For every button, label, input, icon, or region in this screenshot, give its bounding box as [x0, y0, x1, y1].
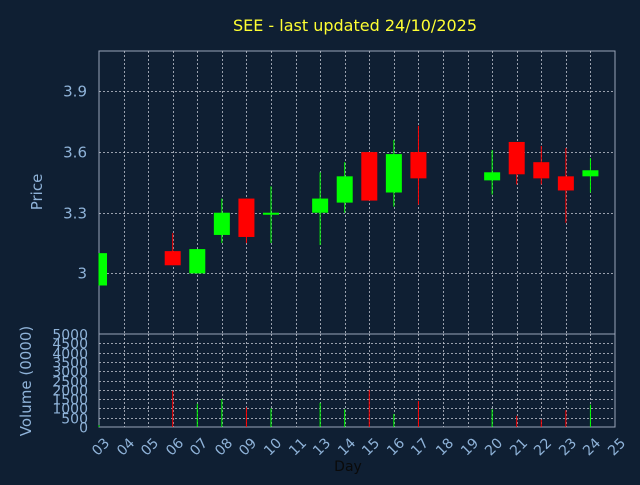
candle-body — [263, 212, 279, 215]
price-y-tick-label: 3.9 — [63, 83, 87, 101]
volume-y-tick-label: 3500 — [52, 356, 88, 372]
candle-body — [213, 212, 230, 235]
volume-bar — [344, 409, 346, 427]
volume-y-tick-label: 3000 — [52, 365, 88, 381]
volume-y-tick-label: 4000 — [52, 347, 88, 363]
volume-axis-label: Volume (0000) — [17, 326, 35, 436]
candle-body — [189, 249, 206, 274]
volume-y-tick-label: 4500 — [52, 337, 88, 353]
volume-y-tick-label: 1000 — [52, 402, 88, 418]
volume-y-tick-label: 2000 — [52, 384, 88, 400]
price-y-tick-label: 3.3 — [63, 205, 87, 223]
candle-body — [336, 176, 353, 203]
volume-bar — [565, 410, 567, 427]
volume-bar — [516, 415, 518, 427]
volume-y-tick-label: 5000 — [52, 328, 88, 344]
candle-body — [361, 152, 378, 201]
volume-bar — [98, 425, 100, 427]
price-plot-area — [98, 50, 616, 335]
candlesticks — [98, 125, 599, 286]
candle-body — [385, 154, 402, 193]
candle-body — [238, 198, 255, 237]
candle-body — [164, 251, 181, 266]
candle-body — [582, 170, 599, 177]
candle-body — [557, 176, 574, 191]
price-y-tick-label: 3.6 — [63, 144, 87, 162]
volume-bar — [319, 402, 321, 427]
candle-body — [484, 172, 501, 181]
volume-bar — [491, 409, 493, 427]
price-y-ticks: 3 3.3 3.6 3.9 — [63, 83, 87, 283]
candle-body — [312, 198, 329, 213]
volume-bar — [417, 400, 419, 427]
volume-bar — [540, 419, 542, 427]
volume-bar — [172, 390, 174, 427]
price-y-tick-label: 3 — [77, 265, 87, 283]
volume-bar — [393, 413, 395, 427]
volume-bar — [196, 403, 198, 427]
price-axis-label: Price — [28, 174, 46, 211]
volume-y-tick-label: 2500 — [52, 375, 88, 391]
volume-bar — [589, 404, 591, 427]
x-axis-label: Day — [334, 459, 362, 475]
volume-y-tick-label: 0 — [79, 421, 88, 437]
candle-body — [508, 141, 525, 175]
volume-y-tick-label: 1500 — [52, 393, 88, 409]
volume-bar — [245, 407, 247, 427]
volume-bars — [98, 389, 591, 427]
volume-bar — [270, 408, 272, 427]
candle-body — [533, 162, 550, 179]
chart-title: SEE - last updated 24/10/2025 — [233, 16, 477, 35]
candle-body — [99, 253, 107, 286]
volume-plot-area — [98, 333, 616, 428]
volume-grid — [99, 334, 615, 427]
candle-body — [410, 152, 427, 179]
volume-bar — [368, 389, 370, 427]
volume-bar — [221, 399, 223, 427]
volume-y-tick-label: 500 — [61, 412, 88, 428]
